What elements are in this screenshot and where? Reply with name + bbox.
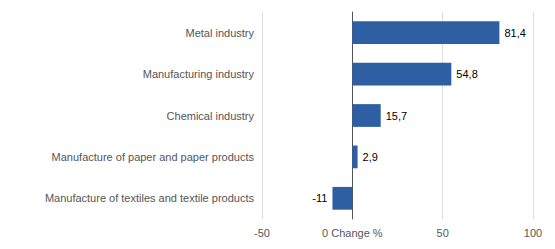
svg-text:81,4: 81,4 xyxy=(504,27,525,39)
svg-text:-50: -50 xyxy=(254,227,270,239)
svg-text:Manufacturing industry: Manufacturing industry xyxy=(143,68,255,80)
svg-text:15,7: 15,7 xyxy=(386,110,407,122)
svg-text:Metal industry: Metal industry xyxy=(186,27,255,39)
svg-text:Chemical industry: Chemical industry xyxy=(167,110,255,122)
svg-text:Manufacture of paper and paper: Manufacture of paper and paper products xyxy=(52,151,255,163)
svg-text:0 Change %: 0 Change % xyxy=(322,227,383,239)
svg-text:54,8: 54,8 xyxy=(456,68,477,80)
svg-text:50: 50 xyxy=(437,227,449,239)
svg-text:100: 100 xyxy=(524,227,542,239)
svg-text:2,9: 2,9 xyxy=(363,151,378,163)
svg-text:-11: -11 xyxy=(312,192,327,204)
svg-text:Manufacture of textiles and te: Manufacture of textiles and textile prod… xyxy=(45,192,255,204)
